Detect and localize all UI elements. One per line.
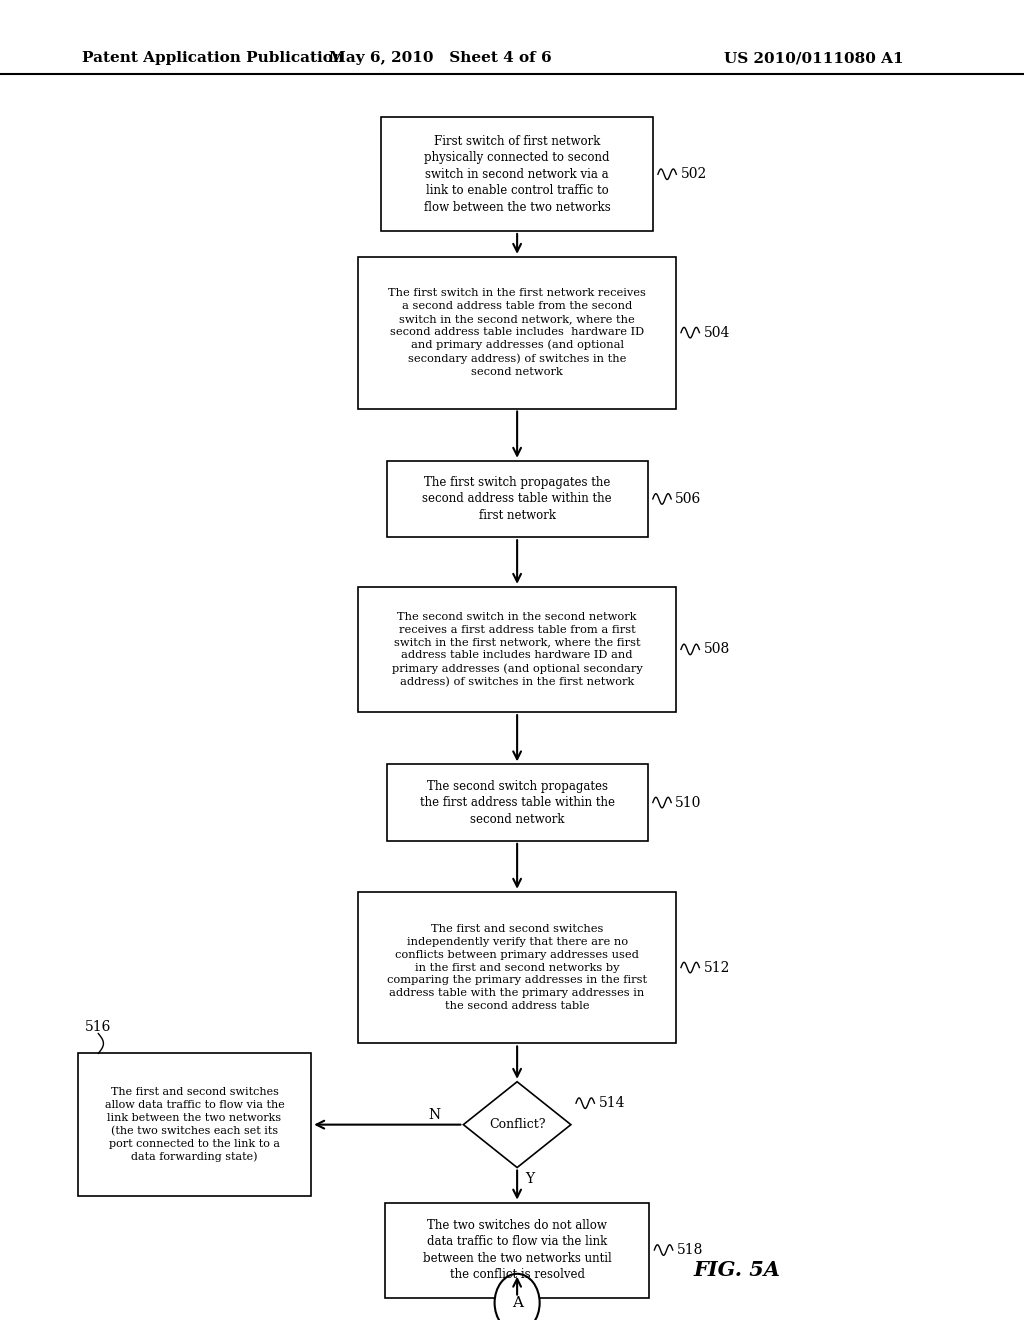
Text: Conflict?: Conflict?: [488, 1118, 546, 1131]
Text: The first and second switches
independently verify that there are no
conflicts b: The first and second switches independen…: [387, 924, 647, 1011]
Text: Patent Application Publication: Patent Application Publication: [82, 51, 344, 65]
Text: US 2010/0111080 A1: US 2010/0111080 A1: [724, 51, 904, 65]
Polygon shape: [463, 1082, 571, 1168]
Text: A: A: [512, 1296, 522, 1309]
Circle shape: [495, 1274, 540, 1320]
Text: N: N: [428, 1109, 440, 1122]
Text: Y: Y: [525, 1172, 534, 1185]
FancyBboxPatch shape: [358, 892, 676, 1043]
FancyBboxPatch shape: [387, 764, 648, 841]
Text: 502: 502: [680, 168, 707, 181]
Text: FIG. 5A: FIG. 5A: [694, 1259, 780, 1280]
Text: May 6, 2010   Sheet 4 of 6: May 6, 2010 Sheet 4 of 6: [329, 51, 552, 65]
FancyBboxPatch shape: [381, 117, 653, 231]
Text: 518: 518: [677, 1243, 703, 1257]
Text: 504: 504: [703, 326, 730, 339]
Text: 508: 508: [703, 643, 730, 656]
Text: The first switch in the first network receives
a second address table from the s: The first switch in the first network re…: [388, 289, 646, 376]
FancyBboxPatch shape: [358, 586, 676, 713]
FancyBboxPatch shape: [385, 1203, 649, 1298]
Text: 510: 510: [676, 796, 701, 809]
Text: The two switches do not allow
data traffic to flow via the link
between the two : The two switches do not allow data traff…: [423, 1218, 611, 1282]
Text: The second switch in the second network
receives a first address table from a fi: The second switch in the second network …: [392, 612, 642, 686]
FancyBboxPatch shape: [387, 461, 648, 537]
FancyBboxPatch shape: [78, 1053, 311, 1196]
Text: The first switch propagates the
second address table within the
first network: The first switch propagates the second a…: [422, 477, 612, 521]
Text: The second switch propagates
the first address table within the
second network: The second switch propagates the first a…: [420, 780, 614, 825]
Text: 512: 512: [703, 961, 730, 974]
Text: 514: 514: [598, 1096, 625, 1110]
Text: 516: 516: [85, 1020, 112, 1034]
Text: First switch of first network
physically connected to second
switch in second ne: First switch of first network physically…: [424, 135, 610, 214]
Text: The first and second switches
allow data traffic to flow via the
link between th: The first and second switches allow data…: [104, 1088, 285, 1162]
FancyBboxPatch shape: [358, 256, 676, 409]
Text: 506: 506: [676, 492, 701, 506]
